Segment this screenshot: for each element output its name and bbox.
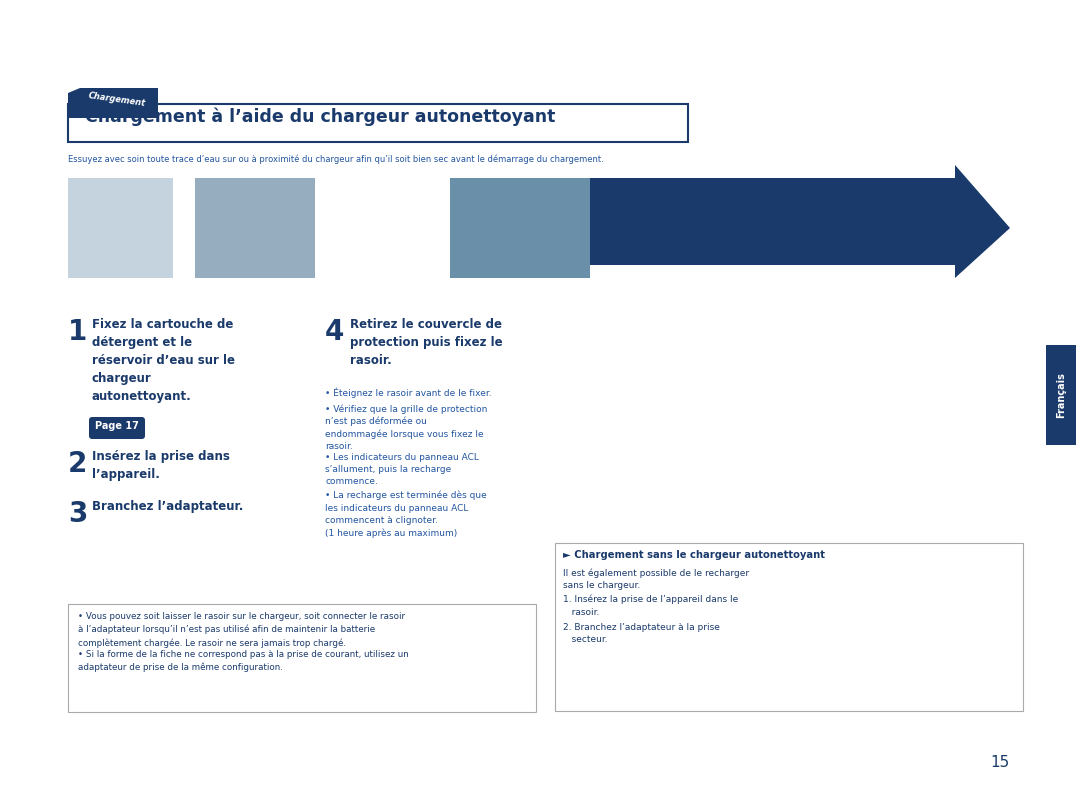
Text: 1. Insérez la prise de l’appareil dans le
   rasoir.: 1. Insérez la prise de l’appareil dans l… bbox=[563, 595, 739, 617]
Text: 2: 2 bbox=[68, 450, 87, 478]
Text: 1: 1 bbox=[68, 318, 87, 346]
Text: 2. Branchez l’adaptateur à la prise
   secteur.: 2. Branchez l’adaptateur à la prise sect… bbox=[563, 623, 720, 645]
Text: Retirez le couvercle de
protection puis fixez le
rasoir.: Retirez le couvercle de protection puis … bbox=[350, 318, 502, 367]
Polygon shape bbox=[68, 88, 158, 118]
Bar bbox=[68, 604, 536, 712]
Text: • Vérifiez que la grille de protection
n’est pas déformée ou
endommagée lorsque : • Vérifiez que la grille de protection n… bbox=[325, 404, 487, 451]
Text: Branchez l’adaptateur.: Branchez l’adaptateur. bbox=[92, 500, 243, 513]
Bar bbox=[68, 104, 688, 142]
Text: • Vous pouvez soit laisser le rasoir sur le chargeur, soit connecter le rasoir
à: • Vous pouvez soit laisser le rasoir sur… bbox=[78, 612, 405, 648]
Text: Français: Français bbox=[1056, 372, 1066, 418]
Text: Fixez la cartouche de
détergent et le
réservoir d’eau sur le
chargeur
autonettoy: Fixez la cartouche de détergent et le ré… bbox=[92, 318, 235, 403]
Bar bbox=[1047, 345, 1076, 445]
Text: ► Chargement sans le chargeur autonettoyant: ► Chargement sans le chargeur autonettoy… bbox=[563, 550, 825, 560]
Text: 3: 3 bbox=[68, 500, 87, 528]
Text: • Éteignez le rasoir avant de le fixer.: • Éteignez le rasoir avant de le fixer. bbox=[325, 388, 491, 398]
FancyBboxPatch shape bbox=[89, 417, 145, 439]
Text: • Les indicateurs du panneau ACL
s’allument, puis la recharge
commence.: • Les indicateurs du panneau ACL s’allum… bbox=[325, 453, 478, 486]
Text: Chargement à l’aide du chargeur autonettoyant: Chargement à l’aide du chargeur autonett… bbox=[85, 108, 555, 127]
Text: Essuyez avec soin toute trace d’eau sur ou à proximité du chargeur afin qu’il so: Essuyez avec soin toute trace d’eau sur … bbox=[68, 155, 604, 165]
Text: • La recharge est terminée dès que
les indicateurs du panneau ACL
commencent à c: • La recharge est terminée dès que les i… bbox=[325, 491, 487, 538]
Text: Il est également possible de le recharger
sans le chargeur.: Il est également possible de le recharge… bbox=[563, 568, 750, 590]
Text: Chargement: Chargement bbox=[87, 91, 147, 108]
Bar bbox=[68, 178, 173, 278]
Polygon shape bbox=[590, 165, 1010, 278]
Bar bbox=[195, 178, 315, 278]
Text: • Si la forme de la fiche ne correspond pas à la prise de courant, utilisez un
a: • Si la forme de la fiche ne correspond … bbox=[78, 650, 408, 672]
Bar bbox=[450, 178, 590, 278]
Text: 15: 15 bbox=[990, 755, 1010, 770]
Text: Insérez la prise dans
l’appareil.: Insérez la prise dans l’appareil. bbox=[92, 450, 230, 481]
Text: Page 17: Page 17 bbox=[95, 421, 139, 431]
Text: 4: 4 bbox=[325, 318, 345, 346]
Bar bbox=[555, 543, 1023, 711]
